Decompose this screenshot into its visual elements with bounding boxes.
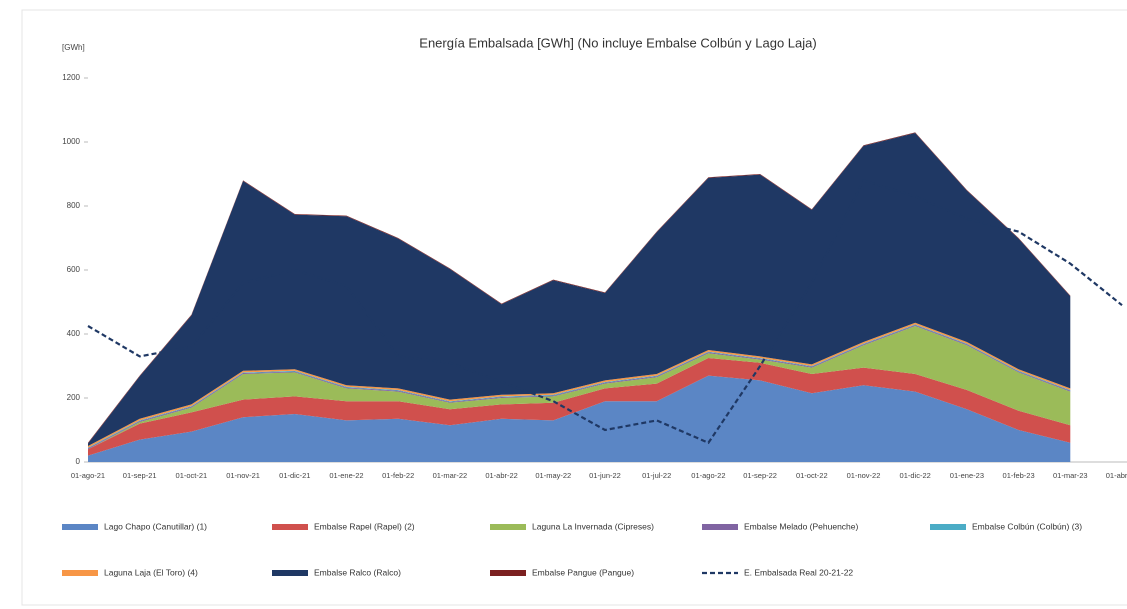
line [87,179,1123,445]
legend-label: Embalse Ralco (Ralco) [314,567,401,577]
legend-label: Embalse Colbún (Colbún) (3) [972,521,1082,531]
legend-swatch [62,570,98,576]
legend-swatch [490,570,526,576]
legend-label: Embalse Rapel (Rapel) (2) [314,521,415,531]
chart-title: Energía Embalsada [GWh] (No incluye Emba… [419,35,816,50]
x-tick-label: 01-dic-21 [279,471,310,480]
x-tick-label: 01-nov-22 [847,471,881,480]
legend-swatch [702,524,738,530]
x-tick-label: 01-ago-22 [691,471,725,480]
legend-label: Laguna Laja (El Toro) (4) [104,567,198,577]
x-tick-label: 01-ene-22 [329,471,363,480]
y-tick-label: 400 [67,329,81,338]
legend-label: Embalse Melado (Pehuenche) [744,521,859,531]
x-tick-label: 01-sep-21 [123,471,157,480]
x-tick-label: 01-feb-22 [382,471,414,480]
legend-label: Embalse Pangue (Pangue) [532,567,634,577]
area [88,375,1071,462]
y-tick-label: 800 [67,201,81,210]
x-tick-label: 01-abr-23 [1106,471,1127,480]
x-tick-label: 01-oct-22 [796,471,828,480]
x-tick-label: 01-jul-22 [642,471,671,480]
area [88,133,1071,447]
legend-swatch [490,524,526,530]
x-tick-label: 01-mar-22 [433,471,468,480]
x-tick-label: 01-abr-22 [485,471,518,480]
x-tick-label: 01-oct-21 [176,471,208,480]
x-tick-label: 01-may-22 [535,471,571,480]
legend-label: Laguna La Invernada (Cipreses) [532,521,654,531]
x-tick-label: 01-feb-23 [1003,471,1035,480]
area [88,358,1071,456]
y-tick-label: 600 [67,265,81,274]
x-tick-label: 01-sep-22 [743,471,777,480]
x-tick-label: 01-ene-23 [950,471,984,480]
y-tick-label: 0 [76,457,81,466]
legend-label: E. Embalsada Real 20-21-22 [744,567,853,577]
x-tick-label: 01-mar-23 [1053,471,1088,480]
legend-label: Lago Chapo (Canutillar) (1) [104,521,207,531]
y-tick-label: 200 [67,393,81,402]
y-tick-label: 1000 [62,137,80,146]
x-tick-label: 01-nov-21 [226,471,260,480]
legend-swatch [272,524,308,530]
legend-swatch [930,524,966,530]
y-tick-label: 1200 [62,73,80,82]
x-tick-label: 01-ago-21 [71,471,105,480]
y-axis-label: [GWh] [62,43,85,52]
legend-swatch [272,570,308,576]
x-tick-label: 01-jun-22 [589,471,621,480]
area [88,326,1071,450]
x-tick-label: 01-dic-22 [900,471,931,480]
legend-swatch [62,524,98,530]
